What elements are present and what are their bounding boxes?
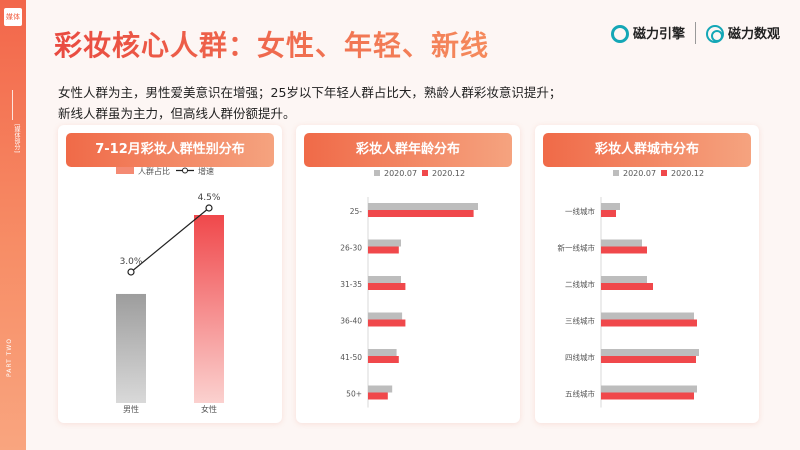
city-bar-2020-12	[601, 246, 647, 254]
age-bar-2020-12	[368, 210, 474, 217]
age-category-label: 25-	[350, 207, 363, 216]
city-legend-label-1: 2020.07	[623, 169, 656, 178]
logo-right-text: 磁力数观	[727, 26, 780, 42]
sidebar-tag: 媒体	[4, 8, 22, 26]
city-legend-swatch-2	[661, 170, 667, 176]
city-bar-2020-12	[601, 356, 696, 363]
brand-logos: 磁力引擎 磁力数观	[610, 18, 780, 48]
growth-data-label: 3.0%	[120, 257, 143, 267]
bar-female	[194, 215, 224, 403]
age-bar-2020-07	[368, 203, 478, 210]
age-chart-title: 彩妆人群年龄分布	[304, 133, 512, 167]
logo-left-text: 磁力引擎	[632, 26, 685, 42]
age-bar-2020-12	[368, 319, 406, 327]
cili-engine-icon	[610, 25, 629, 44]
age-category-label: 31-35	[340, 280, 362, 289]
city-bar-2020-12	[601, 392, 694, 400]
age-category-label: 36-40	[340, 317, 362, 326]
city-category-label: 新一线城市	[558, 243, 596, 253]
age-legend-label-2: 2020.12	[432, 169, 465, 178]
age-bar-2020-07	[368, 312, 403, 320]
category-label: 女性	[201, 404, 217, 414]
gender-chart-card: 7-12月彩妆人群性别分布 人群占比 增速男性 女性 3.0% 4.5%	[58, 125, 282, 423]
growth-data-label: 4.5%	[198, 193, 221, 203]
age-category-label: 41-50	[340, 353, 362, 362]
sidebar: 媒体 [媒体部分] PART TWO	[0, 0, 26, 450]
bar-male	[116, 293, 146, 403]
logo-separator	[694, 22, 696, 44]
age-category-label: 50+	[346, 390, 362, 399]
slide: 彩妆核心人群：女性、年轻、新线 磁力引擎 磁力数观 女性人群为主，男性爱美意识在…	[26, 0, 800, 450]
city-category-label: 四线城市	[565, 352, 595, 362]
sidebar-part-label: PART TWO	[6, 338, 13, 377]
city-chart-card: 彩妆人群城市分布 2020.07 2020.12 一线城市新一线城市二线城市三线城市…	[535, 125, 759, 423]
age-chart: 2020.07 2020.12 25- 26-30 31-35 36-40 41-50 50+	[340, 169, 478, 408]
age-bar-2020-07	[368, 276, 401, 283]
age-legend-label-1: 2020.07	[384, 169, 417, 178]
city-bar-2020-12	[601, 319, 697, 327]
description-line-2: 新线人群虽为主力，但高线人群份额提升。	[58, 106, 296, 121]
growth-line	[130, 207, 210, 273]
legend-swatch-share	[116, 167, 134, 174]
age-legend-swatch-1	[374, 170, 380, 176]
city-bar-2020-07	[601, 276, 647, 283]
cili-data-icon	[705, 25, 724, 44]
age-bar-2020-07	[368, 385, 393, 393]
sidebar-divider	[12, 90, 13, 120]
age-bar-2020-07	[368, 349, 397, 356]
city-legend-label-2: 2020.12	[671, 169, 704, 178]
city-bar-2020-07	[601, 385, 697, 393]
age-bar-2020-12	[368, 283, 406, 290]
description-line-1: 女性人群为主，男性爱美意识在增强；25岁以下年轻人群占比大，熟龄人群彩妆意识提升…	[58, 85, 562, 100]
sidebar-section-label: [媒体部分]	[13, 124, 20, 153]
city-legend-swatch-1	[613, 170, 619, 176]
growth-point	[127, 268, 135, 276]
city-bar-2020-07	[601, 349, 699, 356]
category-label: 男性	[123, 404, 139, 414]
description: 女性人群为主，男性爱美意识在增强；25岁以下年轻人群占比大，熟龄人群彩妆意识提升…	[58, 82, 561, 124]
growth-point	[205, 204, 213, 212]
city-bar-2020-12	[601, 210, 616, 217]
city-bar-2020-07	[601, 203, 620, 210]
legend-label-share: 人群占比	[138, 166, 170, 176]
legend-label-growth: 增速	[198, 166, 214, 176]
age-category-label: 26-30	[340, 244, 362, 253]
gender-chart-title: 7-12月彩妆人群性别分布	[66, 133, 274, 167]
city-category-label: 一线城市	[565, 206, 595, 216]
page-title: 彩妆核心人群：女性、年轻、新线	[54, 24, 489, 64]
city-category-label: 五线城市	[565, 389, 595, 399]
age-bar-2020-12	[368, 392, 388, 400]
logo-left: 磁力引擎	[610, 23, 685, 44]
city-bar-2020-07	[601, 239, 642, 247]
city-category-label: 二线城市	[565, 279, 595, 289]
legend-marker-growth	[182, 167, 188, 174]
city-bar-2020-12	[601, 283, 653, 290]
age-bar-2020-07	[368, 239, 401, 247]
city-chart-title: 彩妆人群城市分布	[543, 133, 751, 167]
city-category-label: 三线城市	[565, 316, 595, 326]
age-legend-swatch-2	[422, 170, 428, 176]
age-bar-2020-12	[368, 246, 399, 254]
age-bar-2020-12	[368, 356, 399, 363]
age-chart-card: 彩妆人群年龄分布 2020.07 2020.12 25- 26-30 31-35 36-4…	[296, 125, 520, 423]
city-bar-2020-07	[601, 312, 694, 320]
logo-right: 磁力数观	[705, 23, 780, 44]
